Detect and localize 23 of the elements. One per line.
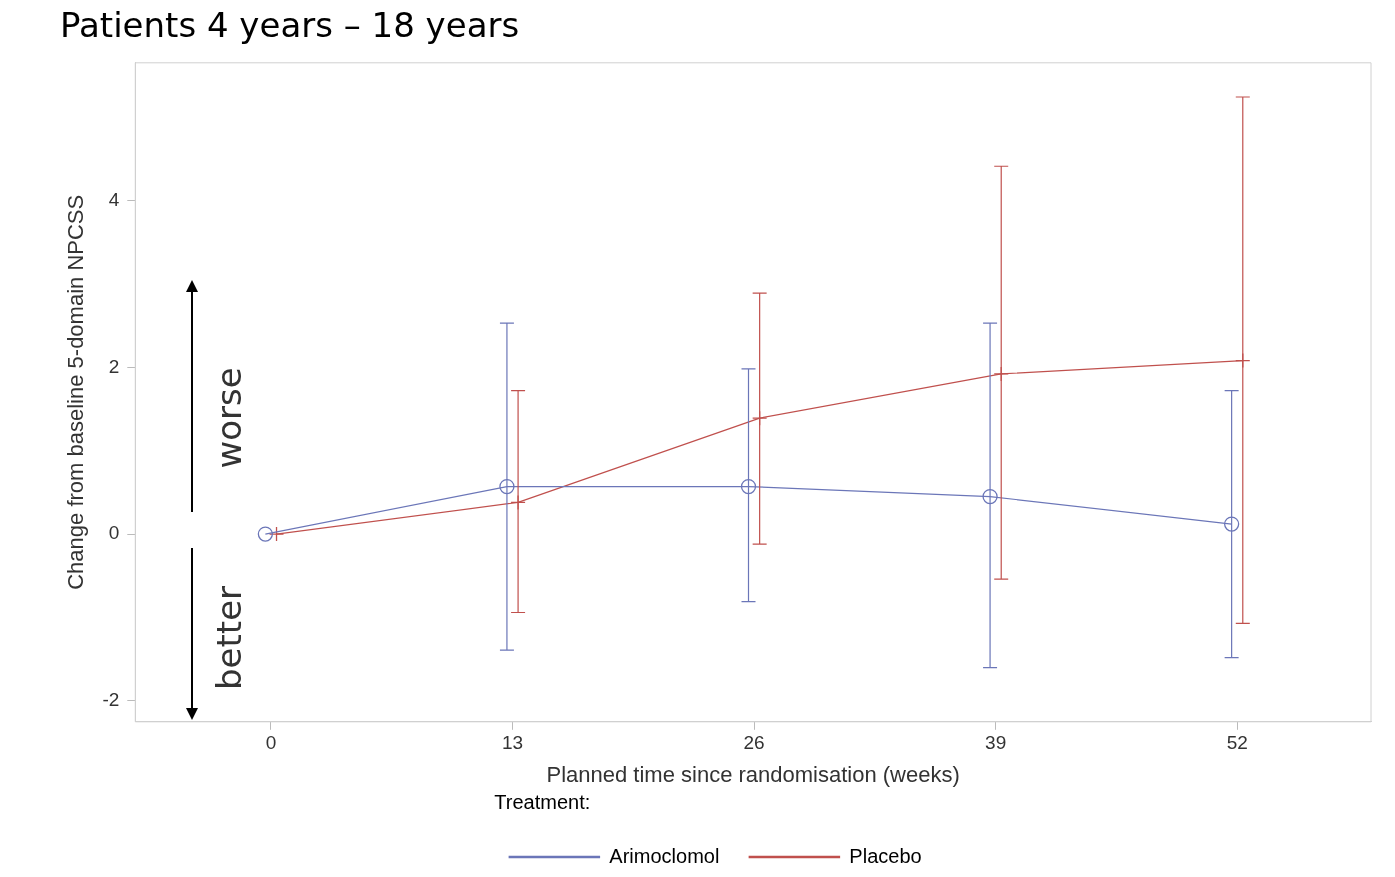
legend-label: Placebo <box>849 844 922 867</box>
point <box>1223 516 1240 532</box>
legend-title: Treatment: <box>494 790 591 813</box>
x-tick-label: 26 <box>743 732 765 754</box>
legend-label: Arimoclomol <box>609 844 720 867</box>
y-tick-label: 2 <box>108 355 120 377</box>
point <box>499 478 515 495</box>
y-tick-label: 0 <box>108 522 120 544</box>
y-axis-title: Change from baseline 5-domain NPCSS <box>63 194 89 590</box>
x-tick-label: 39 <box>985 732 1007 754</box>
point <box>257 526 274 542</box>
x-tick-label: 52 <box>1226 732 1248 754</box>
annotation: better <box>208 585 249 691</box>
point <box>740 478 757 495</box>
annotation: worse <box>208 367 249 469</box>
x-tick-label: 13 <box>501 732 524 754</box>
y-tick-label: -2 <box>102 689 120 711</box>
x-axis-title: Planned time since randomisation (weeks) <box>546 761 960 787</box>
point <box>982 488 998 505</box>
point <box>268 526 285 542</box>
chart-title: Patients 4 years – 18 years <box>60 5 520 46</box>
y-tick-label: 4 <box>108 188 120 210</box>
x-tick-label: 0 <box>265 732 277 754</box>
